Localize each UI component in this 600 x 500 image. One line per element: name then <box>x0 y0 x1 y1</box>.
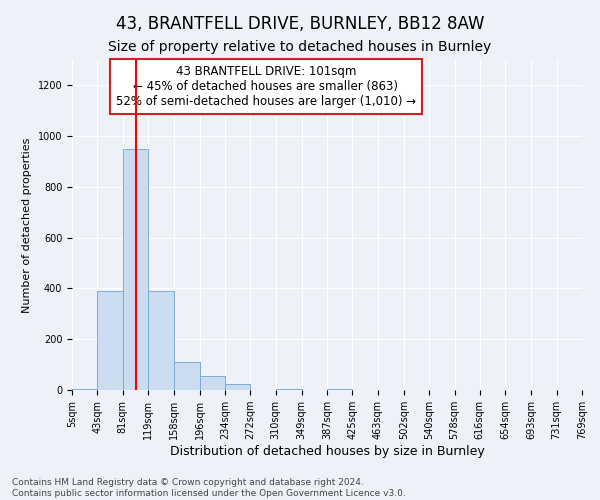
Bar <box>97 291 123 390</box>
Bar <box>225 384 250 390</box>
Text: 43 BRANTFELL DRIVE: 101sqm
← 45% of detached houses are smaller (863)
52% of sem: 43 BRANTFELL DRIVE: 101sqm ← 45% of deta… <box>116 65 416 108</box>
Bar <box>275 388 302 390</box>
Bar <box>174 362 200 390</box>
Bar <box>72 388 97 390</box>
Text: 43, BRANTFELL DRIVE, BURNLEY, BB12 8AW: 43, BRANTFELL DRIVE, BURNLEY, BB12 8AW <box>116 15 484 33</box>
X-axis label: Distribution of detached houses by size in Burnley: Distribution of detached houses by size … <box>170 445 484 458</box>
Bar <box>199 376 225 390</box>
Bar <box>148 291 174 390</box>
Bar <box>327 388 352 390</box>
Y-axis label: Number of detached properties: Number of detached properties <box>22 138 32 312</box>
Text: Size of property relative to detached houses in Burnley: Size of property relative to detached ho… <box>109 40 491 54</box>
Bar <box>123 149 148 390</box>
Text: Contains HM Land Registry data © Crown copyright and database right 2024.
Contai: Contains HM Land Registry data © Crown c… <box>12 478 406 498</box>
